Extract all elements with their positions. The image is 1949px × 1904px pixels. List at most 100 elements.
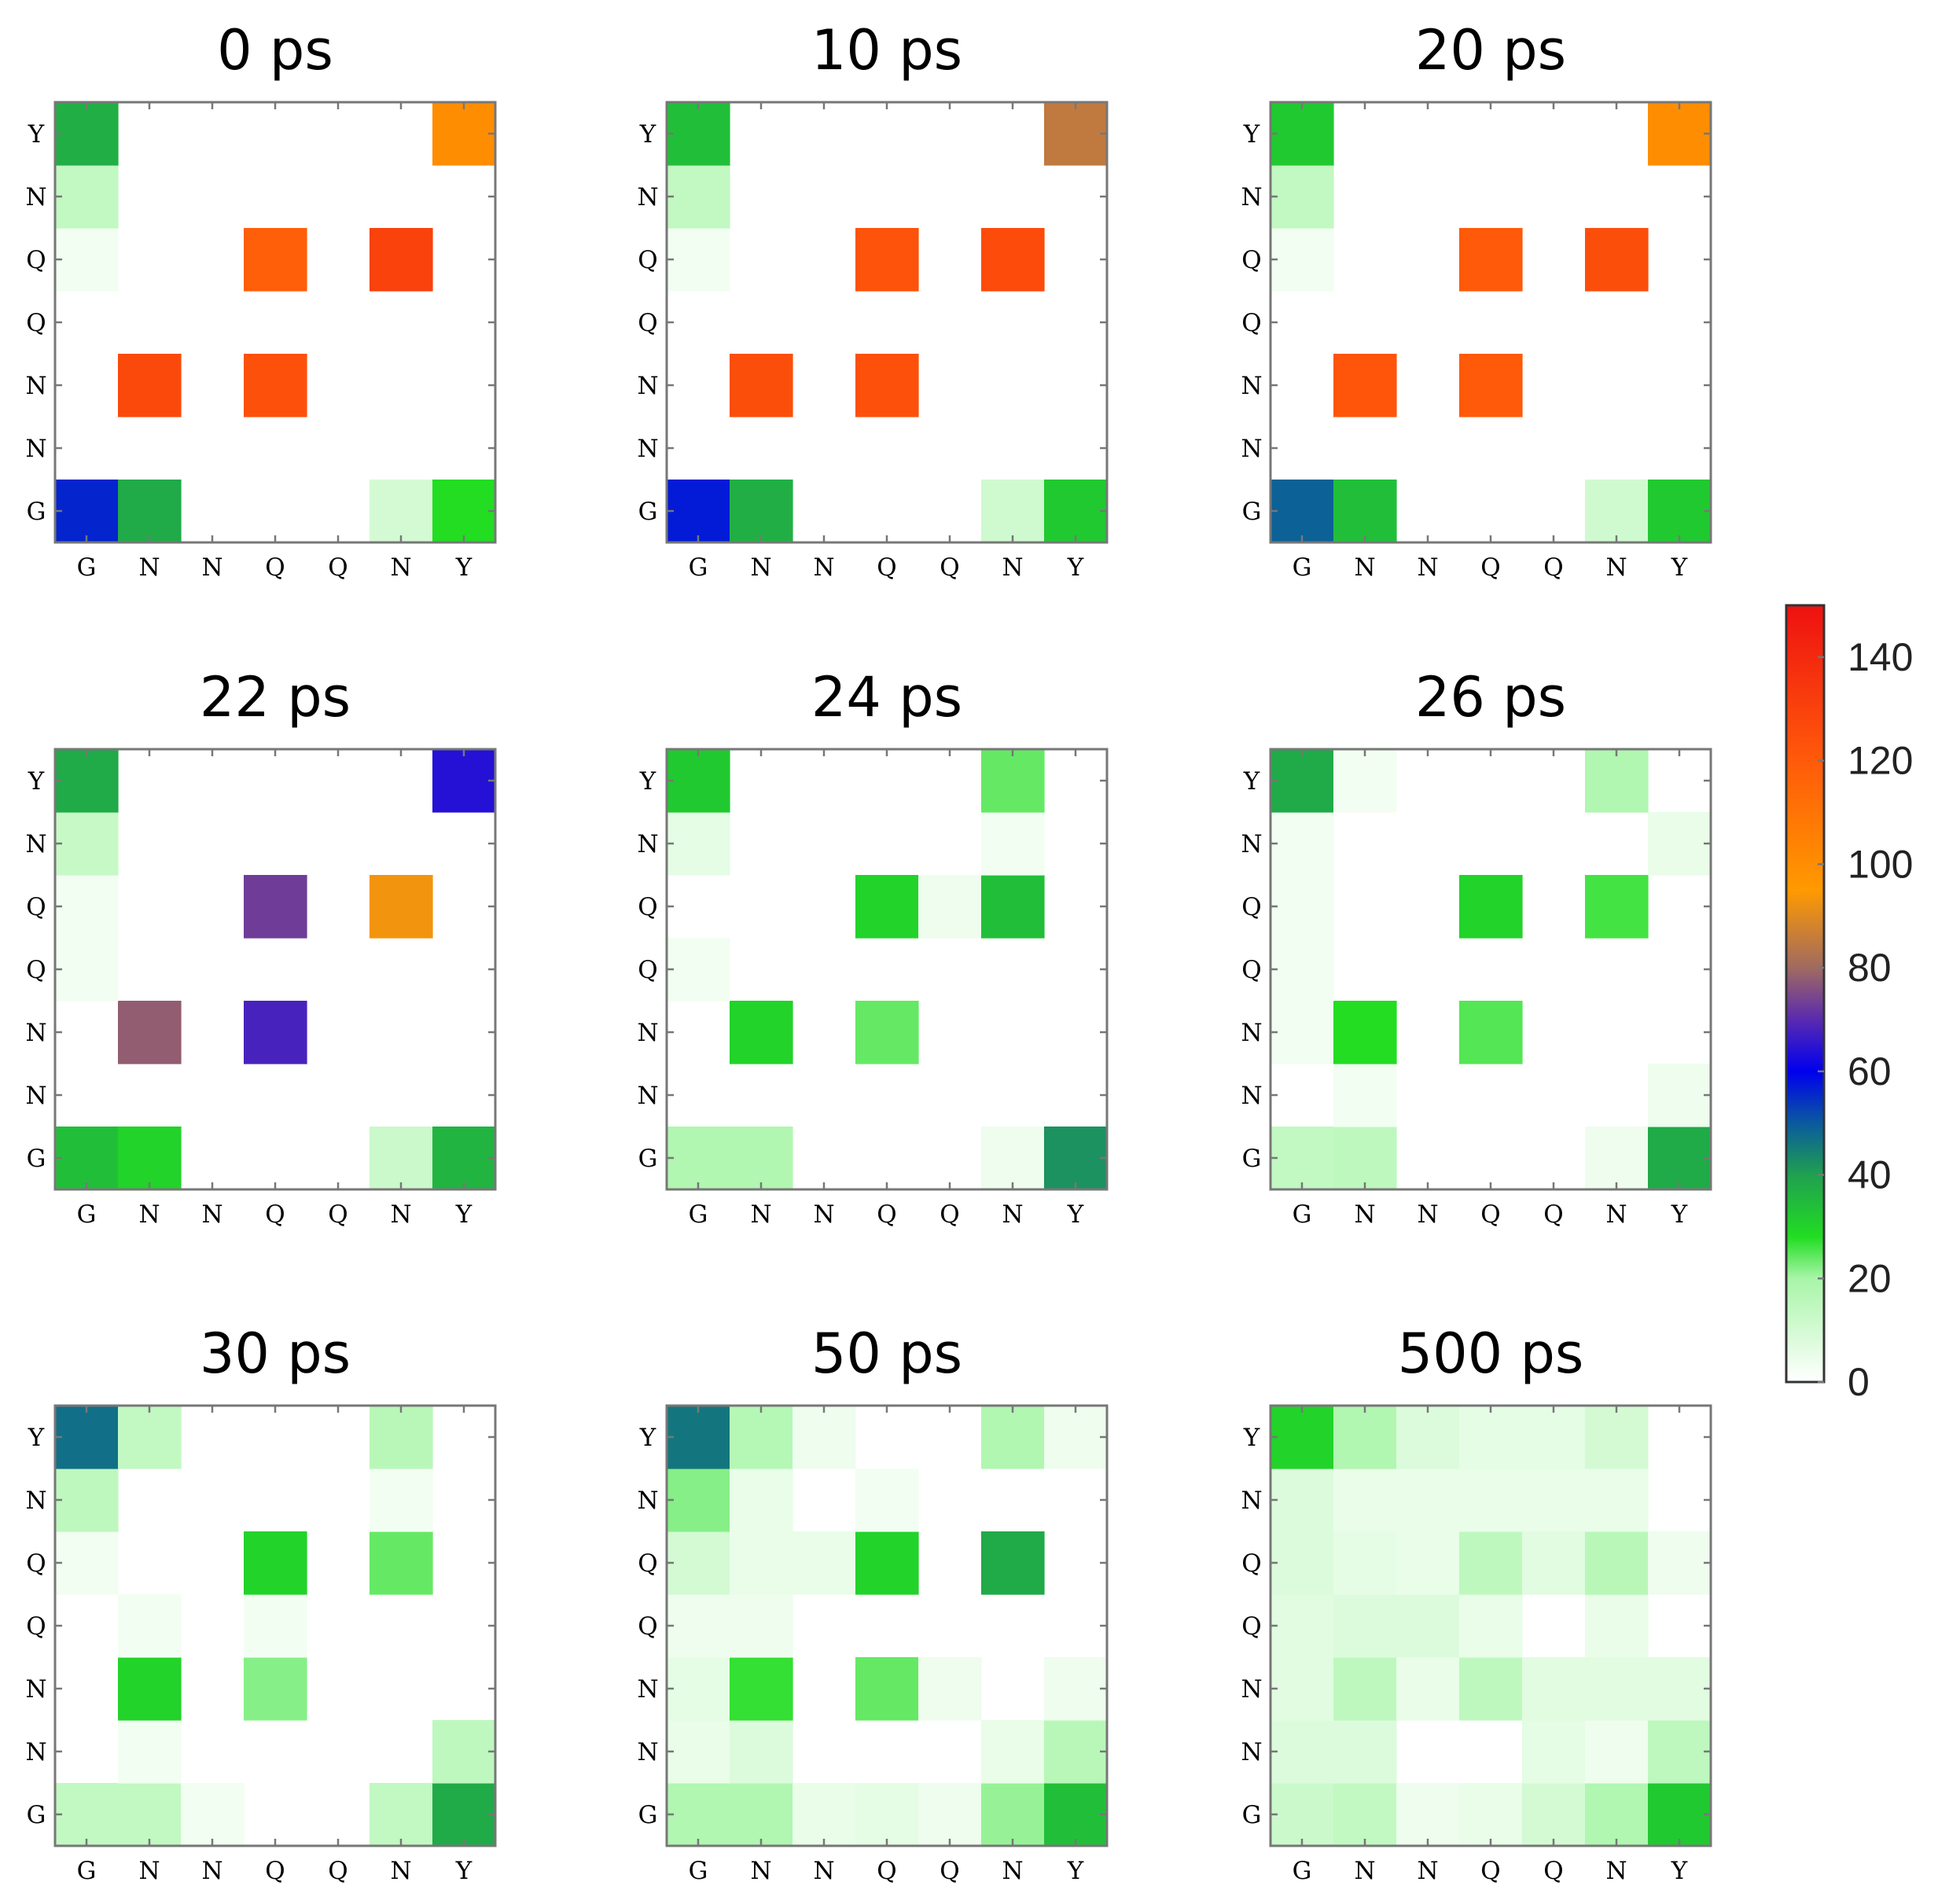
heatmap-cell [1585, 1406, 1649, 1469]
y-tick-label: Y [28, 120, 45, 149]
heatmap-cell [1271, 480, 1334, 543]
heatmap-cell [1459, 1406, 1523, 1469]
x-tick-label: Q [1480, 1200, 1500, 1229]
heatmap-cell [1522, 1783, 1586, 1847]
y-tick-label: Y [28, 1424, 45, 1452]
heatmap-cell [244, 1001, 307, 1064]
heatmap-cell [244, 1657, 307, 1721]
heatmap-cell [181, 1783, 245, 1847]
heatmap-cell [1333, 1064, 1397, 1127]
y-tick-label: N [1241, 830, 1262, 858]
heatmap-cell [667, 749, 730, 813]
heatmap-cell [1271, 1127, 1334, 1190]
x-tick-label: Q [877, 553, 896, 582]
heatmap-cell [1271, 812, 1334, 876]
heatmap-cell [1044, 1657, 1108, 1721]
heatmap-cell [855, 1531, 919, 1595]
heatmap-cell [981, 1720, 1045, 1784]
x-tick-label: N [390, 553, 411, 582]
colorbar: 0 20 40 60 80 100 120 140 [1785, 604, 1913, 1404]
x-tick-label: G [689, 1857, 708, 1885]
x-tick-label: Q [265, 1857, 285, 1885]
x-tick-label: Q [1543, 1857, 1563, 1885]
panel-title: 26 ps [1415, 665, 1566, 730]
heatmap-cell [1459, 1531, 1523, 1595]
heatmap-cell [1648, 1127, 1712, 1190]
heatmap-cell [1585, 1127, 1649, 1190]
heatmap-cell [792, 1406, 856, 1469]
x-tick-label: G [1293, 1857, 1312, 1885]
heatmap-cell [55, 749, 119, 813]
y-tick-label: Y [639, 1424, 656, 1452]
x-tick-label: N [750, 1200, 771, 1229]
heatmap-cell [1459, 1001, 1523, 1064]
heatmap-cell [1648, 1657, 1712, 1721]
heatmap-cell [1459, 1657, 1523, 1721]
heatmap-cell [1333, 1657, 1397, 1721]
heatmap-cell [1333, 1468, 1397, 1532]
heatmap-cell [55, 1783, 119, 1847]
y-tick-label: N [25, 1738, 46, 1766]
heatmap-cell [1459, 875, 1523, 939]
heatmap-cell [1271, 165, 1334, 229]
y-tick-label: Q [26, 893, 46, 921]
x-tick-label: N [1354, 553, 1375, 582]
y-tick-label: N [25, 183, 46, 211]
heatmap-cell [730, 1657, 793, 1721]
heatmap-cell [1271, 1468, 1334, 1532]
heatmap-cell [981, 749, 1045, 813]
heatmap-cell [1044, 1127, 1108, 1190]
y-tick-label: Y [639, 120, 656, 149]
y-tick-label: Q [1241, 309, 1261, 337]
y-tick-label: N [1241, 1675, 1262, 1704]
heatmap-cell [730, 1594, 793, 1658]
heatmap-cell [55, 875, 119, 939]
x-tick-label: N [750, 1857, 771, 1885]
heatmap-panel: 50 ps G G N N N N Q Q Q Q N N Y Y [637, 1321, 1109, 1885]
panel-title: 500 ps [1398, 1321, 1584, 1386]
heatmap-cell [118, 1127, 182, 1190]
heatmap-cell [667, 480, 730, 543]
y-tick-label: N [25, 1487, 46, 1515]
heatmap-cell [981, 1531, 1045, 1595]
heatmap-cell [1333, 1531, 1397, 1595]
x-tick-label: Y [1067, 1857, 1084, 1885]
y-tick-label: Q [26, 956, 46, 984]
heatmap-cell [1459, 1468, 1523, 1532]
x-tick-label: Y [455, 553, 473, 582]
y-tick-label: Y [28, 767, 45, 796]
colorbar-tick-label: 0 [1848, 1360, 1870, 1404]
heatmap-cell [1044, 102, 1108, 166]
heatmap-cell [118, 1657, 182, 1721]
heatmap-cell [370, 1468, 433, 1532]
heatmap-cell [855, 1001, 919, 1064]
heatmap-cell [1333, 1127, 1397, 1190]
heatmap-cell [667, 1657, 730, 1721]
heatmap-cell [1459, 228, 1523, 292]
heatmap-cell [370, 1531, 433, 1595]
heatmap-cell [730, 1720, 793, 1784]
heatmap-cell [667, 102, 730, 166]
colorbar-tick-label: 60 [1848, 1049, 1892, 1094]
heatmap-cell [1333, 749, 1397, 813]
heatmap-cell [1271, 1720, 1334, 1784]
heatmap-cell [730, 1531, 793, 1595]
y-tick-label: N [1241, 1738, 1262, 1766]
heatmap-cell [1459, 1594, 1523, 1658]
heatmap-cell [432, 480, 496, 543]
y-tick-label: N [1241, 372, 1262, 400]
heatmap-cell [118, 354, 182, 417]
x-tick-label: N [390, 1200, 411, 1229]
y-tick-label: N [25, 830, 46, 858]
heatmap-cell [1044, 1406, 1108, 1469]
y-tick-label: N [1241, 183, 1262, 211]
heatmap-cell [667, 1127, 730, 1190]
heatmap-cell [118, 1720, 182, 1784]
heatmap-cell [1271, 875, 1334, 939]
x-tick-label: N [1002, 1200, 1023, 1229]
y-tick-label: G [638, 1145, 658, 1173]
heatmap-cell [1396, 1531, 1460, 1595]
y-tick-label: Y [639, 767, 656, 796]
heatmap-cell [1585, 1531, 1649, 1595]
heatmap-cell [981, 480, 1045, 543]
